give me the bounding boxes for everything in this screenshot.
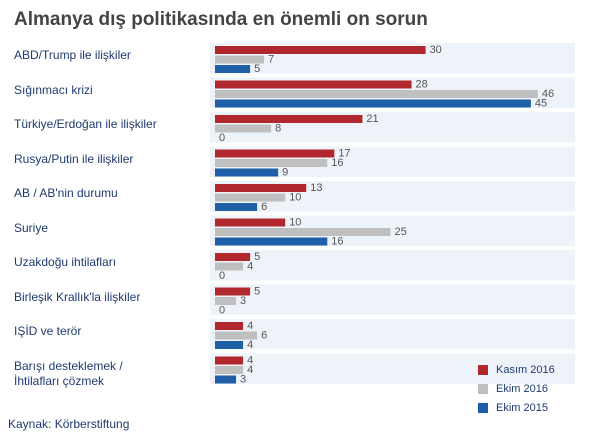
value-label: 9 [282,166,288,178]
bar [215,115,363,123]
value-label: 0 [219,132,225,144]
bar [215,99,531,108]
value-label: 8 [275,122,281,134]
bar [215,366,244,374]
value-label: 28 [416,78,428,90]
value-label: 3 [240,373,246,385]
legend-swatch [478,384,488,394]
legend-swatch [478,403,488,413]
bar [215,149,335,158]
bar [215,184,307,192]
value-label: 4 [247,364,253,376]
category-label: Uzakdoğu ihtilafları [14,255,117,269]
bar [215,218,286,227]
category-label: Sığınmacı krizi [14,82,93,97]
row-background [210,284,575,315]
value-label: 5 [254,251,260,263]
bar [215,168,279,177]
bar [215,203,258,211]
category-label: Suriye [14,220,49,235]
value-label: 4 [247,320,253,332]
category-label: Türkiye/Erdoğan ile ilişkiler [14,117,157,131]
value-label: 21 [366,113,378,125]
legend-label: Kasım 2016 [496,364,555,376]
bar [215,237,328,246]
bar [215,341,244,349]
bar [215,124,272,133]
category-label: AB / AB'nin durumu [14,186,118,200]
bar [215,331,258,340]
value-label: 6 [261,329,267,341]
bar [215,262,244,271]
bar [215,80,412,89]
bar [215,356,244,365]
bar [215,322,244,330]
value-label: 13 [310,182,322,194]
value-label: 3 [240,295,246,307]
value-label: 10 [289,191,301,203]
legend-label: Ekim 2015 [496,402,548,414]
value-label: 5 [254,285,260,297]
value-label: 4 [247,260,253,272]
value-label: 17 [338,147,350,159]
value-label: 4 [247,339,253,351]
value-label: 16 [331,235,343,247]
bar [215,65,251,73]
bar [215,46,426,54]
value-label: 6 [261,201,267,213]
bar [215,159,328,167]
value-label: 16 [331,157,343,169]
category-label: Rusya/Putin ile ilişkiler [14,151,134,166]
value-label: 0 [219,304,225,316]
category-label: Birleşik Krallık'la ilişkiler [14,289,141,304]
value-label: 30 [430,44,442,56]
value-label: 25 [394,226,406,238]
value-label: 45 [535,97,547,109]
bar [215,287,251,296]
bar [215,253,251,261]
row-background [210,319,575,350]
legend-label: Ekim 2016 [496,383,548,395]
chart-title: Almanya dış politikasında en önemli on s… [14,9,428,30]
bar [215,55,265,64]
row-background [210,353,575,384]
category-label: IŞİD ve terör [14,324,82,338]
bar [215,228,391,236]
value-label: 7 [268,53,274,65]
value-label: 0 [219,270,225,282]
category-label: Barışı desteklemek / İhtilafları çözmek [14,358,123,388]
bar [215,297,237,305]
bar [215,375,237,384]
bar [215,193,286,202]
source: Kaynak: Körberstiftung [8,417,129,431]
value-label: 10 [289,216,301,228]
value-label: 4 [247,354,253,366]
value-label: 46 [542,88,554,100]
legend-swatch [478,365,488,375]
bar [215,90,538,98]
row-background [210,250,575,281]
category-label: ABD/Trump ile ilişkiler [14,48,131,62]
value-label: 5 [254,63,260,75]
